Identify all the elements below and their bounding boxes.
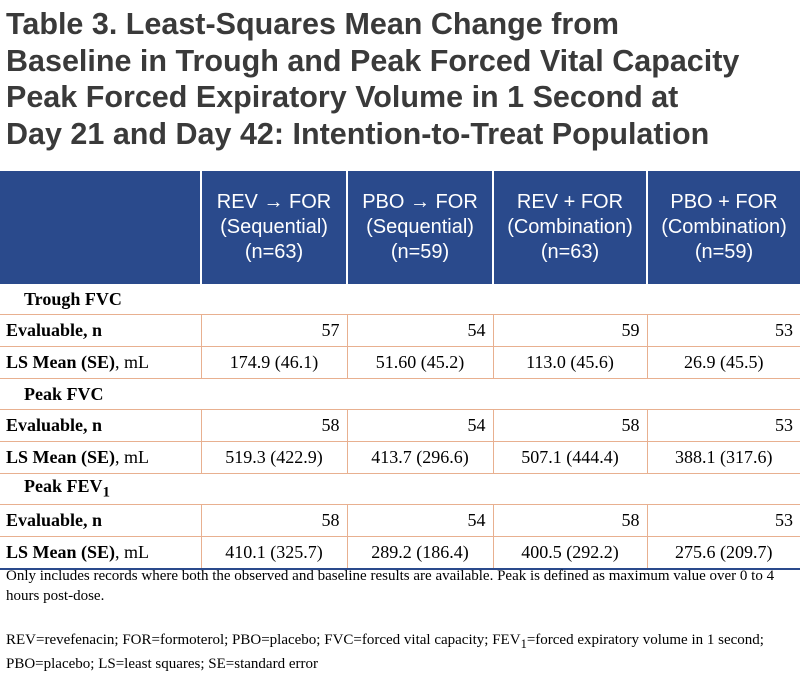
table-cell: 51.60 (45.2) — [346, 346, 493, 379]
table-row-evaluable: Evaluable, n 57 54 59 53 — [0, 314, 800, 347]
table-cell: 174.9 (46.1) — [200, 346, 347, 379]
table-cell: 400.5 (292.2) — [492, 536, 647, 570]
section-header-peak-fvc: Peak FVC — [0, 378, 800, 410]
row-label: Evaluable, n — [0, 314, 201, 347]
column-header-line: (n=63) — [244, 241, 304, 263]
row-label: Evaluable, n — [0, 409, 201, 442]
section-label: Trough FVC — [0, 284, 800, 315]
table-cell: 58 — [200, 409, 347, 442]
footnote-abbreviations: REV=revefenacin; FOR=formoterol; PBO=pla… — [6, 630, 796, 674]
row-label-bold: Evaluable, n — [6, 510, 103, 530]
column-header-line: REV → FOR — [216, 191, 332, 213]
section-label: Peak FEV1 — [0, 473, 800, 505]
abbrev-text-1: REV=revefenacin; FOR=formoterol; PBO=pla… — [6, 632, 521, 648]
table-row-ls-mean: LS Mean (SE), mL 174.9 (46.1) 51.60 (45.… — [0, 346, 800, 379]
title-line-2: Baseline in Trough and Peak Forced Vital… — [6, 43, 740, 78]
row-label-bold: LS Mean (SE) — [6, 447, 116, 467]
column-header-line: (n=63) — [540, 241, 600, 263]
table-cell: 388.1 (317.6) — [646, 441, 800, 474]
results-table: REV → FOR (Sequential) (n=63) PBO → FOR … — [0, 171, 800, 570]
table-cell: 113.0 (45.6) — [492, 346, 647, 379]
column-header-rev-for-combination: REV + FOR (Combination) (n=63) — [492, 171, 647, 284]
title-line-4: Day 21 and Day 42: Intention-to-Treat Po… — [6, 116, 710, 151]
table-cell: 507.1 (444.4) — [492, 441, 647, 474]
column-header-line: (n=59) — [390, 241, 450, 263]
table-row-evaluable: Evaluable, n 58 54 58 53 — [0, 409, 800, 442]
title-line-1: Table 3. Least-Squares Mean Change from — [6, 7, 619, 41]
section-header-peak-fev1: Peak FEV1 — [0, 473, 800, 505]
row-label: LS Mean (SE), mL — [0, 346, 201, 379]
column-header-line: (Sequential) — [366, 216, 474, 238]
table-cell: 519.3 (422.9) — [200, 441, 347, 474]
table-cell: 53 — [646, 409, 800, 442]
row-label-bold: Evaluable, n — [6, 415, 103, 435]
section-header-trough-fvc: Trough FVC — [0, 284, 800, 315]
column-header-line: REV + FOR — [516, 191, 624, 213]
column-header-line: (n=59) — [694, 241, 754, 263]
table-cell: 58 — [200, 504, 347, 537]
section-label: Peak FVC — [0, 378, 800, 410]
column-header-line: (Combination) — [507, 216, 633, 238]
table-cell: 53 — [646, 314, 800, 347]
abbrev-text-2: =forced expiratory volume in 1 second; P… — [6, 632, 764, 672]
table-row-ls-mean: LS Mean (SE), mL 519.3 (422.9) 413.7 (29… — [0, 441, 800, 474]
table-cell: 53 — [646, 504, 800, 537]
row-label-bold: LS Mean (SE) — [6, 352, 116, 372]
row-label-unit: , mL — [115, 352, 150, 372]
row-label-bold: Evaluable, n — [6, 320, 103, 340]
abbrev-subscript: 1 — [520, 637, 527, 651]
table-cell: 275.6 (209.7) — [646, 536, 800, 570]
header-empty-cell — [0, 171, 201, 284]
column-header-rev-for-sequential: REV → FOR (Sequential) (n=63) — [200, 171, 347, 284]
table-cell: 58 — [492, 504, 647, 537]
column-header-pbo-for-sequential: PBO → FOR (Sequential) (n=59) — [346, 171, 493, 284]
table-row-ls-mean: LS Mean (SE), mL 410.1 (325.7) 289.2 (18… — [0, 536, 800, 570]
table-cell: 410.1 (325.7) — [200, 536, 347, 570]
row-label: Evaluable, n — [0, 504, 201, 537]
column-header-line: PBO → FOR — [362, 191, 478, 213]
table-cell: 54 — [346, 314, 493, 347]
section-label-subscript: 1 — [102, 484, 111, 501]
table-cell: 26.9 (45.5) — [646, 346, 800, 379]
table-cell: 57 — [200, 314, 347, 347]
column-header-line: (Sequential) — [220, 216, 328, 238]
row-label: LS Mean (SE), mL — [0, 441, 201, 474]
table-cell: 59 — [492, 314, 647, 347]
footnote-records: Only includes records where both the obs… — [6, 568, 775, 604]
column-header-pbo-for-combination: PBO + FOR (Combination) (n=59) — [646, 171, 800, 284]
row-label: LS Mean (SE), mL — [0, 536, 201, 570]
row-label-unit: , mL — [115, 447, 150, 467]
row-label-unit: , mL — [115, 542, 150, 562]
column-header-line: PBO + FOR — [670, 191, 778, 213]
table-title: Table 3. Least-Squares Mean Change from … — [6, 6, 796, 152]
header-row: REV → FOR (Sequential) (n=63) PBO → FOR … — [0, 171, 800, 284]
table-cell: 289.2 (186.4) — [346, 536, 493, 570]
column-header-line: (Combination) — [661, 216, 787, 238]
title-line-3: Peak Forced Expiratory Volume in 1 Secon… — [6, 80, 679, 114]
row-label-bold: LS Mean (SE) — [6, 542, 116, 562]
table-cell: 54 — [346, 504, 493, 537]
table-cell: 58 — [492, 409, 647, 442]
table-cell: 54 — [346, 409, 493, 442]
section-label-main: Peak FEV — [24, 476, 103, 497]
table-cell: 413.7 (296.6) — [346, 441, 493, 474]
table-row-evaluable: Evaluable, n 58 54 58 53 — [0, 504, 800, 537]
